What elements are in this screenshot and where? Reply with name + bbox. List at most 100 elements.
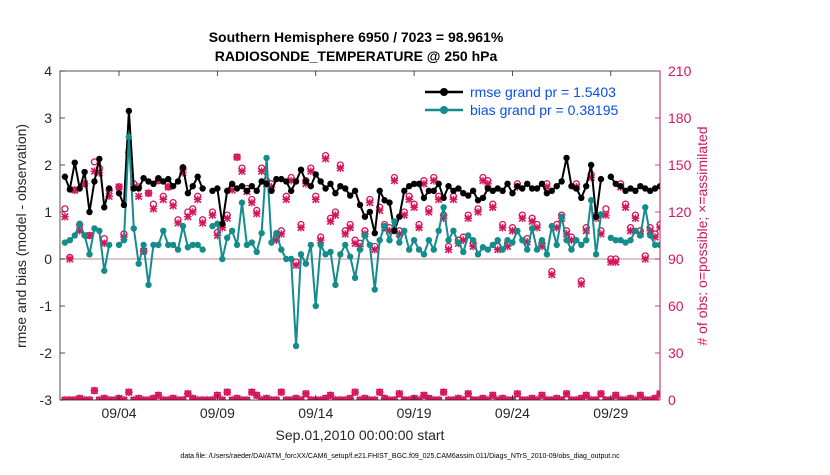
- obs-assimilated-point: [311, 195, 320, 204]
- bias-point: [617, 237, 624, 244]
- bias-point: [268, 239, 275, 246]
- obs-assimilated-point: [439, 388, 448, 396]
- bias-point: [622, 239, 629, 246]
- bias-point: [179, 222, 187, 230]
- rmse-point: [263, 180, 270, 187]
- obs-assimilated-point: [611, 391, 620, 400]
- bias-point: [514, 227, 521, 234]
- bias-point: [96, 227, 103, 234]
- bias-point: [135, 260, 142, 267]
- obs-assimilated-point: [144, 189, 153, 197]
- obs-assimilated-point: [120, 396, 128, 400]
- obs-assimilated-point: [252, 209, 261, 218]
- bias-point: [283, 255, 290, 263]
- rmse-point: [278, 175, 285, 183]
- obs-assimilated-point: [66, 255, 74, 263]
- bias-point: [130, 225, 137, 232]
- rmse-point: [366, 208, 374, 216]
- rmse-point: [140, 174, 147, 182]
- rmse-point: [160, 178, 167, 185]
- obs-assimilated-point: [233, 153, 241, 161]
- y2-tick-label: 180: [668, 110, 692, 126]
- rmse-point: [307, 182, 315, 190]
- obs-assimilated-point: [243, 396, 251, 400]
- rmse-point: [238, 182, 246, 190]
- bias-point: [307, 241, 315, 249]
- bias-point: [632, 227, 639, 234]
- x-tick-label: 09/29: [593, 405, 628, 421]
- bias-point: [430, 246, 437, 253]
- obs-assimilated-point: [420, 391, 428, 400]
- obs-assimilated-point: [375, 388, 384, 396]
- y-tick-label: 3: [44, 110, 52, 126]
- chart-subtitle: RADIOSONDE_TEMPERATURE @ 250 hPa: [215, 48, 498, 64]
- rmse-point: [76, 185, 83, 192]
- rmse-point: [96, 155, 103, 163]
- rmse-point: [61, 173, 69, 180]
- obs-assimilated-point: [528, 217, 536, 226]
- bias-point: [332, 281, 339, 289]
- rmse-point: [607, 173, 615, 180]
- rmse-point: [150, 180, 157, 187]
- bias-point: [533, 246, 541, 253]
- rmse-point: [228, 180, 236, 187]
- legend: rmse grand pr = 1.5403 bias grand pr = 0…: [419, 80, 653, 120]
- rmse-point: [337, 182, 344, 190]
- bias-point: [558, 213, 565, 220]
- bias-point: [258, 229, 265, 237]
- bias-point: [460, 248, 467, 256]
- obs-assimilated-point: [548, 270, 556, 279]
- bias-point: [425, 237, 433, 244]
- bias-point: [405, 246, 413, 253]
- obs-assimilated-point: [125, 388, 133, 396]
- bias-point: [292, 342, 300, 350]
- obs-assimilated-point: [390, 176, 399, 185]
- y-tick-label: -3: [40, 392, 53, 408]
- legend-marker-rmse: [440, 88, 448, 96]
- rmse-point: [597, 175, 605, 183]
- rmse-point: [460, 190, 467, 197]
- bias-point: [120, 237, 128, 244]
- rmse-point: [115, 190, 123, 197]
- obs-assimilated-point: [149, 205, 158, 213]
- rmse-point: [81, 168, 88, 176]
- bias-point: [607, 234, 615, 242]
- obs-assimilated-point: [272, 396, 281, 400]
- rmse-point: [489, 187, 496, 195]
- obs-assimilated-point: [223, 388, 232, 396]
- obs-assimilated-point: [198, 219, 207, 227]
- rmse-point: [494, 185, 501, 192]
- rmse-point: [356, 201, 364, 209]
- bias-point: [494, 237, 501, 244]
- obs-assimilated-point: [90, 386, 99, 395]
- rmse-point: [578, 194, 585, 202]
- obs-assimilated-point: [302, 389, 310, 398]
- rmse-point: [651, 185, 659, 192]
- bias-point: [224, 234, 231, 242]
- y-tick-label: -1: [40, 298, 53, 314]
- bias-point: [583, 237, 590, 244]
- obs-assimilated-point: [425, 208, 433, 216]
- obs-assimilated-point: [390, 396, 399, 400]
- obs-assimilated-point: [366, 198, 374, 207]
- rmse-point: [519, 185, 526, 192]
- rmse-point: [528, 185, 536, 192]
- obs-assimilated-point: [326, 217, 335, 226]
- bias-point: [592, 251, 600, 258]
- bias-point: [327, 248, 334, 256]
- obs-assimilated-point: [370, 396, 379, 400]
- obs-assimilated-point: [370, 245, 379, 254]
- rmse-point: [292, 178, 300, 185]
- rmse-point: [224, 187, 231, 195]
- bias-point: [474, 251, 482, 258]
- bias-point: [76, 220, 83, 227]
- bias-point: [238, 199, 246, 206]
- obs-assimilated-point: [351, 388, 359, 396]
- rmse-point: [248, 182, 256, 190]
- x-tick-label: 09/19: [397, 405, 432, 421]
- obs-assimilated-point: [656, 223, 660, 232]
- bias-point: [524, 246, 531, 253]
- rmse-point: [504, 180, 511, 187]
- rmse-point: [656, 182, 660, 190]
